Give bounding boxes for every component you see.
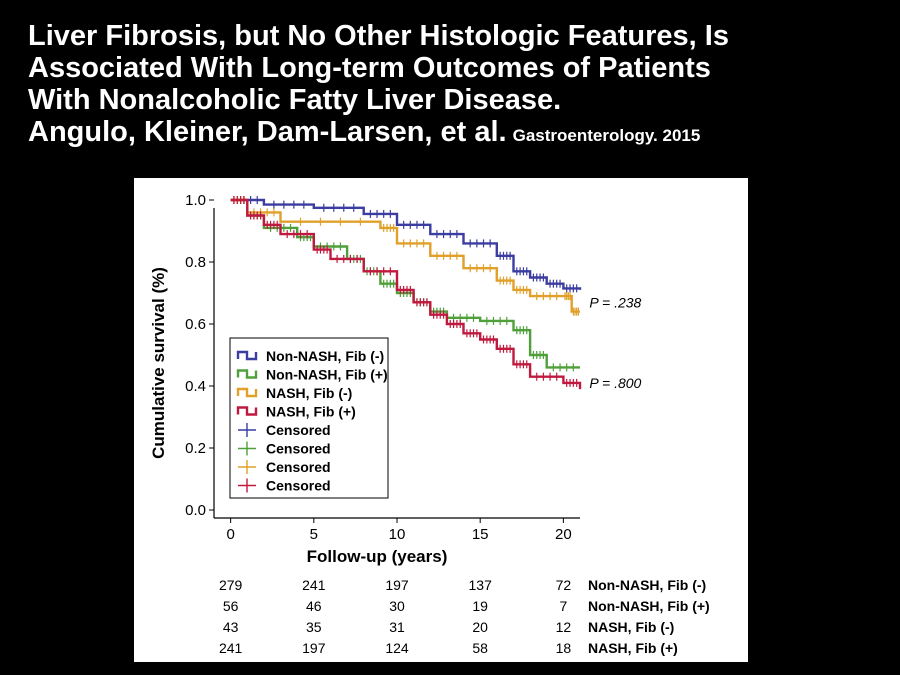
y-tick-label: 0.2 [185,440,206,457]
journal: Gastroenterology. 2015 [512,126,701,145]
citation-line: Angulo, Kleiner, Dam-Larsen, et al. Gastr… [28,116,888,152]
x-tick-label: 10 [389,526,406,543]
y-tick-label: 0.0 [185,502,206,519]
legend-swatch-3 [236,406,258,416]
x-tick-label: 15 [472,526,489,543]
legend-swatch-0 [236,350,258,361]
title-line-2: Associated With Long-term Outcomes of Pa… [28,52,711,84]
x-axis-label: Follow-up (years) [307,547,448,566]
legend-swatch-1 [236,369,258,379]
risk-count: 197 [385,577,409,593]
risk-count: 12 [556,619,572,635]
title-line-3: With Nonalcoholic Fatty Liver Disease. [28,84,562,116]
risk-row-label-2: NASH, Fib (-) [588,619,674,635]
authors: Angulo, Kleiner, Dam-Larsen, et al. [28,116,507,148]
censored-label-1: Censored [266,441,331,457]
risk-count: 241 [219,640,243,656]
title-line-1: Liver Fibrosis, but No Other Histologic … [28,20,729,52]
legend-box [229,337,389,499]
risk-count: 7 [559,598,567,614]
risk-row-label-3: NASH, Fib (+) [588,640,678,656]
legend-label-0: Non-NASH, Fib (-) [266,348,384,364]
risk-row-label-0: Non-NASH, Fib (-) [588,577,706,593]
risk-count: 20 [472,619,488,635]
y-tick-label: 0.4 [185,378,206,395]
figure-panel: 0 5 10 15 20 0.0 0.2 0.4 0.6 0.8 1.0 Follow-up (yea… [134,178,748,662]
censored-label-3: Censored [266,478,331,494]
series-line-2 [230,198,580,313]
p-value-annotation-1: P = .800 [589,375,641,391]
x-tick-label: 0 [226,526,234,543]
risk-count: 124 [385,640,409,656]
risk-count: 58 [472,640,488,656]
risk-count: 18 [556,640,572,656]
legend-label-3: NASH, Fib (+) [266,404,356,420]
risk-count: 241 [302,577,326,593]
risk-count: 35 [306,619,322,635]
risk-count: 137 [469,577,493,593]
risk-count: 279 [219,577,243,593]
risk-count: 31 [389,619,405,635]
risk-row-label-1: Non-NASH, Fib (+) [588,598,710,614]
legend-label-1: Non-NASH, Fib (+) [266,367,388,383]
risk-count: 197 [302,640,326,656]
slide-title: Liver Fibrosis, but No Other Histologic … [28,20,888,152]
y-tick-label: 0.8 [185,254,206,271]
legend-label-2: NASH, Fib (-) [266,385,352,401]
risk-count: 30 [389,598,405,614]
p-value-annotation-0: P = .238 [589,294,641,310]
risk-count: 72 [556,577,572,593]
series-line-0 [230,198,582,290]
x-tick-label: 20 [555,526,572,543]
legend-swatch-2 [236,387,258,398]
y-tick-label: 1.0 [185,192,206,209]
risk-count: 46 [306,598,322,614]
censored-label-0: Censored [266,422,331,438]
risk-count: 43 [223,619,239,635]
censored-label-2: Censored [266,459,331,475]
series-line-3 [230,198,582,390]
risk-count: 56 [223,598,239,614]
survival-chart: 0 5 10 15 20 0.0 0.2 0.4 0.6 0.8 1.0 Follow-up (yea… [149,192,710,656]
risk-count: 19 [472,598,488,614]
x-tick-label: 5 [310,526,318,543]
y-axis-label: Cumulative survival (%) [149,267,168,459]
y-tick-label: 0.6 [185,316,206,333]
